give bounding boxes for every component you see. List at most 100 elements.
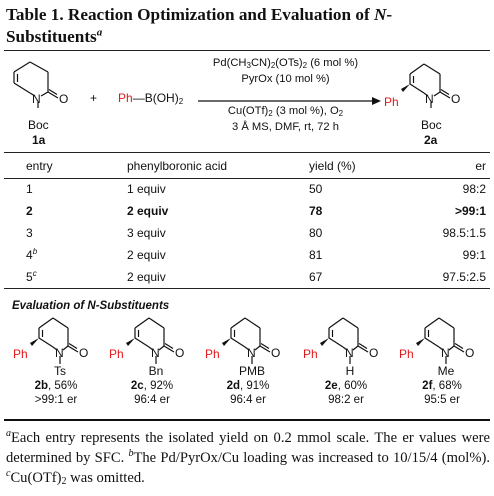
substrate-yield-value: , 91% [240, 380, 270, 392]
table-row: 1 1 equiv 50 98:2 [4, 178, 490, 200]
cell-er: 97.5:2.5 [442, 269, 486, 284]
product-boc: Boc [421, 118, 442, 132]
substrate-nitrogen: N [151, 346, 160, 360]
substrate-yield-value: , 56% [48, 380, 78, 392]
product-wedge-bond [401, 84, 410, 92]
header-entry: entry [26, 158, 53, 173]
plus-sign: + [90, 91, 98, 105]
table-row: 4b 2 equiv 81 99:1 [4, 244, 490, 266]
substrate-er: >99:1 er [34, 394, 78, 406]
substrate-n-group: Ts [54, 364, 66, 378]
substrate-nitrogen: N [247, 346, 256, 360]
cell-yield: 81 [309, 248, 323, 262]
substrate-nitrogen: N [55, 346, 64, 360]
product-phenyl: Ph [384, 95, 399, 109]
substrate-structure [320, 317, 369, 364]
substrate-nitrogen: N [441, 346, 450, 360]
table-row: 3 3 equiv 80 98.5:1.5 [4, 222, 490, 244]
substrate-er: 96:4 er [230, 394, 266, 406]
substrate-yield: 2f, 68% [394, 380, 490, 393]
scheme-rule [4, 152, 490, 153]
cell-acid: 1 equiv [127, 182, 166, 197]
substrate-yield: 2b, 56% [8, 380, 104, 393]
substrate-yield-value: , 92% [143, 380, 174, 392]
cell-entry: 5c [26, 268, 37, 284]
substrate-card: Ph N O Me 2f, 68% 95:5 er [394, 312, 490, 416]
substrate-oxygen: O [79, 346, 89, 360]
substrate-oxygen: O [175, 346, 185, 360]
substrate-n-group: Bn [148, 364, 164, 378]
substrate-structure [416, 317, 465, 364]
substrate-card: Ph N O PMB 2d, 91% 96:4 er [200, 312, 296, 416]
substrate-phenyl: Ph [13, 347, 28, 361]
starting-material-ring [13, 61, 59, 108]
substrate-yield-value: , 68% [432, 380, 462, 392]
substrate-card: Ph N O H 2e, 60% 98:2 er [298, 312, 394, 416]
table-header-row: entry phenylboronic acid yield (%) er [4, 154, 490, 178]
cell-entry: 1 [26, 182, 33, 197]
substrate-yield-value: , 60% [337, 380, 368, 392]
substrate-label: 2d [226, 380, 240, 392]
top-rule [4, 50, 490, 51]
section-title: Evaluation of N-Substituents [12, 300, 170, 312]
condition-catalyst: Pd(CH3CN)2(OTs)2 (6 mol %) [212, 57, 359, 70]
substrate-yield: 2d, 91% [200, 380, 296, 393]
cell-yield: 50 [309, 182, 323, 197]
product-oxygen: O [451, 92, 461, 106]
substrate-er: 96:4 er [134, 394, 170, 406]
substrate-n-group: PMB [238, 364, 265, 378]
cell-yield: 78 [309, 204, 323, 218]
sm-nitrogen: N [32, 92, 41, 106]
cell-entry: 2 [26, 204, 33, 218]
substrate-structure [222, 317, 271, 364]
bottom-rule [4, 419, 490, 421]
product-nitrogen: N [425, 92, 434, 106]
cell-entry: 3 [26, 226, 33, 240]
cell-entry: 4b [26, 247, 38, 263]
substrate-n-group: Me [437, 364, 455, 378]
footnotes: aEach entry represents the isolated yiel… [6, 428, 490, 487]
substrate-phenyl: Ph [399, 347, 414, 361]
cell-er: 98:2 [462, 182, 486, 197]
sm-boc: Boc [28, 118, 49, 132]
substrate-oxygen: O [271, 346, 281, 360]
substrate-label: 2c [130, 380, 144, 392]
cell-yield: 80 [309, 226, 323, 240]
optimization-table: entry phenylboronic acid yield (%) er 1 … [4, 154, 490, 289]
substrate-er: 98:2 er [328, 394, 364, 406]
substrate-label: 2f [422, 380, 433, 392]
substrate-yield: 2e, 60% [298, 380, 394, 393]
substrate-phenyl: Ph [303, 347, 318, 361]
substrate-label: 2e [324, 380, 338, 392]
sm-oxygen: O [59, 92, 69, 106]
condition-ligand: PyrOx (10 mol %) [241, 73, 330, 85]
header-acid: phenylboronic acid [127, 158, 228, 173]
condition-cocatalyst: Cu(OTf)2 (3 mol %), O2 [227, 105, 344, 118]
product-ring [409, 63, 451, 108]
table-title: Table 1. Reaction Optimization and Evalu… [6, 5, 393, 46]
substrate-oxygen: O [465, 346, 475, 360]
substrate-card: Ph N O Bn 2c, 92% 96:4 er [104, 312, 200, 416]
substrate-oxygen: O [369, 346, 379, 360]
cell-acid: 3 equiv [127, 226, 166, 240]
reaction-arrow-head [372, 97, 381, 105]
cell-acid: 2 equiv [127, 204, 169, 218]
condition-solvent: 3 Å MS, DMF, rt, 72 h [232, 121, 339, 133]
substrate-phenyl: Ph [205, 347, 220, 361]
phenylboronic-acid: Ph—B(OH)2 [118, 91, 184, 106]
sm-label: 1a [32, 133, 46, 147]
substrate-structure [30, 317, 79, 364]
table-row: 2 2 equiv 78 >99:1 [4, 200, 490, 222]
cell-acid: 2 equiv [127, 248, 166, 262]
cell-er: 98.5:1.5 [442, 226, 486, 240]
substrate-nitrogen: N [345, 346, 354, 360]
substrate-yield: 2c, 92% [104, 380, 200, 393]
substrate-label: 2b [34, 380, 48, 392]
header-er: er [475, 158, 486, 173]
cell-acid: 2 equiv [127, 269, 166, 284]
substrate-card: Ph N O Ts 2b, 56% >99:1 er [8, 312, 104, 416]
cell-er: >99:1 [454, 204, 486, 218]
substrate-structure [126, 317, 175, 364]
reaction-scheme-drawing [13, 61, 451, 108]
substrate-n-group: H [345, 364, 355, 378]
